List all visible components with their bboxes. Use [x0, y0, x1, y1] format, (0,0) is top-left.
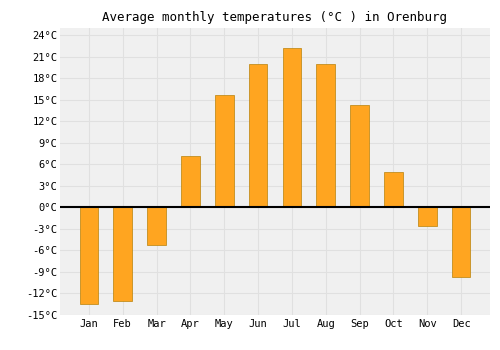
Bar — [80, 207, 98, 304]
Bar — [452, 207, 470, 277]
Bar — [215, 96, 234, 207]
Bar — [147, 207, 166, 245]
Bar — [316, 64, 335, 207]
Bar — [181, 156, 200, 207]
Bar — [384, 172, 403, 207]
Bar — [350, 105, 369, 207]
Bar — [418, 207, 436, 226]
Bar — [114, 207, 132, 301]
Title: Average monthly temperatures (°C ) in Orenburg: Average monthly temperatures (°C ) in Or… — [102, 11, 448, 24]
Bar — [249, 64, 268, 207]
Bar — [282, 48, 301, 207]
